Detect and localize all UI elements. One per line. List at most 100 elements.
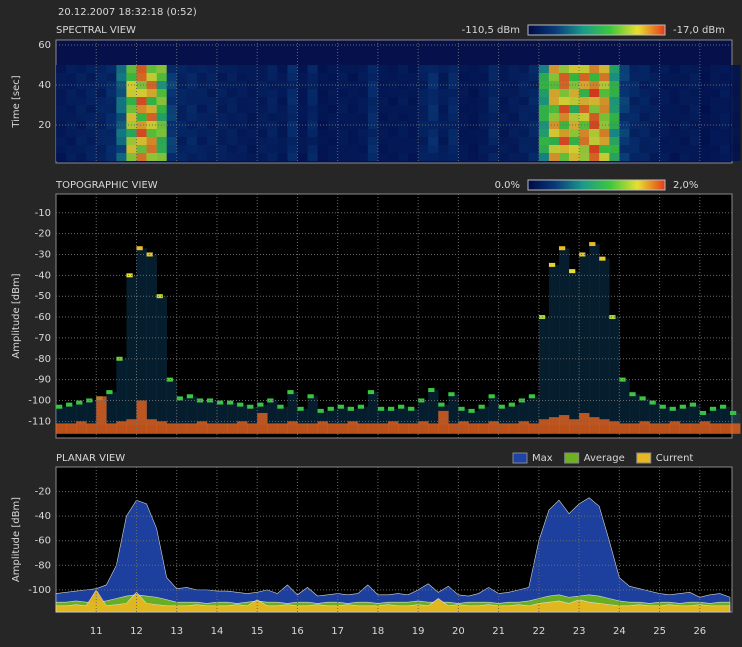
spectral-cell — [267, 97, 278, 105]
topo-trace — [267, 400, 278, 426]
topo-floor — [488, 421, 500, 434]
topo-trace — [317, 410, 328, 426]
y-tick-label: -40 — [35, 511, 51, 522]
topo-floor — [357, 423, 369, 434]
spectral-cell — [287, 129, 298, 137]
spectral-cell — [478, 129, 489, 137]
topo-floor — [126, 419, 137, 434]
spectral-cell — [257, 105, 268, 113]
spectral-cell — [468, 129, 479, 137]
spectral-cell — [287, 113, 298, 121]
spectral-cell — [649, 97, 660, 105]
topo-peak — [498, 404, 505, 409]
topo-peak — [589, 242, 596, 247]
spectral-cell — [347, 105, 359, 113]
spectral-cell — [327, 65, 339, 73]
spectral-cell — [166, 129, 178, 137]
topo-floor — [136, 400, 147, 434]
topo-trace — [709, 408, 721, 426]
spectral-cell — [659, 153, 671, 161]
spectral-cell — [116, 65, 127, 73]
spectral-cell — [297, 89, 308, 97]
spectral-cell — [227, 97, 238, 105]
spectral-cell — [468, 65, 479, 73]
spectral-cell — [679, 89, 691, 97]
topo-peak — [206, 398, 214, 403]
spectral-cell — [518, 113, 530, 121]
spectral-cell — [579, 145, 590, 153]
spectral-cell — [387, 81, 399, 89]
spectral-cell — [498, 145, 510, 153]
spectral-cell — [327, 89, 339, 97]
spectral-cell — [558, 145, 570, 153]
spectral-cell — [156, 129, 168, 137]
spectral-cell — [729, 105, 741, 113]
spectral-cell — [347, 145, 359, 153]
topo-trace — [609, 317, 620, 426]
spectral-cell — [478, 153, 489, 161]
spectral-cell — [136, 137, 147, 145]
spectral-cell — [408, 129, 419, 137]
spectral-cell — [418, 73, 429, 81]
topo-trace — [428, 390, 439, 426]
topo-peak — [428, 388, 435, 393]
topo-trace — [398, 406, 409, 426]
topo-peak — [719, 404, 727, 409]
topo-floor — [66, 423, 77, 434]
spectral-cell — [729, 65, 741, 73]
topo-trace — [367, 392, 379, 426]
spectral-cell — [257, 73, 268, 81]
spectral-cell — [66, 105, 77, 113]
y-tick-label: -10 — [35, 208, 51, 219]
spectral-cell — [287, 65, 298, 73]
topo-peak — [347, 406, 354, 411]
spectral-cell — [166, 65, 178, 73]
spectral-cell — [508, 97, 520, 105]
spectral-cell — [498, 113, 510, 121]
topo-trace — [719, 406, 731, 426]
spectral-cell — [508, 65, 520, 73]
spectral-cell — [699, 65, 711, 73]
spectral-cell — [619, 113, 630, 121]
topo-floor — [116, 421, 127, 434]
spectral-cell — [719, 129, 731, 137]
topo-trace — [418, 400, 429, 426]
y-tick-label: -90 — [35, 375, 51, 386]
spectral-cell — [689, 89, 701, 97]
spectral-cell — [458, 113, 469, 121]
spectral-cell — [367, 129, 379, 137]
spectral-cell — [719, 137, 731, 145]
spectral-cell — [86, 129, 97, 137]
topo-floor — [508, 423, 520, 434]
spectral-cell — [347, 137, 359, 145]
spectral-cell — [237, 97, 248, 105]
spectral-cell — [579, 129, 590, 137]
spectral-cell — [267, 113, 278, 121]
spectral-cell — [56, 105, 67, 113]
spectral-cell — [357, 65, 369, 73]
spectral-cell — [518, 81, 530, 89]
spectral-cell — [337, 81, 349, 89]
spectral-cell — [86, 89, 97, 97]
spectral-cell — [66, 89, 77, 97]
topo-floor — [669, 421, 681, 434]
topo-trace — [649, 402, 660, 426]
spectral-cell — [297, 113, 308, 121]
spectral-cell — [488, 73, 500, 81]
spectral-cell — [428, 129, 439, 137]
spectral-cell — [569, 89, 580, 97]
spectral-cell — [428, 145, 439, 153]
spectral-cell — [96, 97, 107, 105]
spectral-cell — [287, 137, 298, 145]
topo-floor — [297, 423, 308, 434]
spectral-cell — [418, 97, 429, 105]
topo-trace — [679, 406, 691, 426]
spectral-cell — [267, 65, 278, 73]
x-tick-label: 14 — [211, 626, 224, 637]
spectral-cell — [237, 153, 248, 161]
spectral-cell — [66, 113, 77, 121]
legend-label: Current — [656, 453, 694, 464]
spectral-cell — [438, 153, 449, 161]
spectral-cell — [66, 65, 77, 73]
topo-trace — [629, 394, 640, 426]
